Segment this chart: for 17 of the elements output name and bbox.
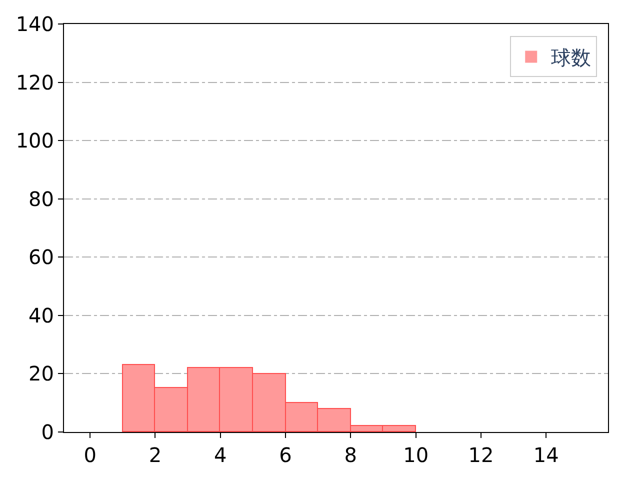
x-tick-label: 0 [84, 443, 96, 467]
y-tick-label: 140 [16, 12, 54, 36]
legend-label: 球数 [551, 46, 592, 70]
y-tick-label: 120 [16, 70, 54, 94]
x-tick-label: 10 [403, 443, 429, 467]
x-tick-label: 12 [468, 443, 494, 467]
y-tick-label: 80 [28, 186, 54, 211]
x-tick-label: 4 [214, 443, 227, 467]
x-tick-label: 6 [279, 443, 292, 467]
y-tick-label: 60 [28, 245, 54, 270]
y-tick-label: 100 [16, 128, 54, 153]
x-tick-label: 14 [533, 443, 559, 467]
x-tick-label: 8 [344, 443, 358, 467]
y-tick-label: 0 [41, 420, 54, 444]
x-tick-label: 2 [148, 443, 162, 467]
y-tick-label: 40 [28, 303, 54, 328]
y-tick-label: 20 [28, 362, 54, 386]
